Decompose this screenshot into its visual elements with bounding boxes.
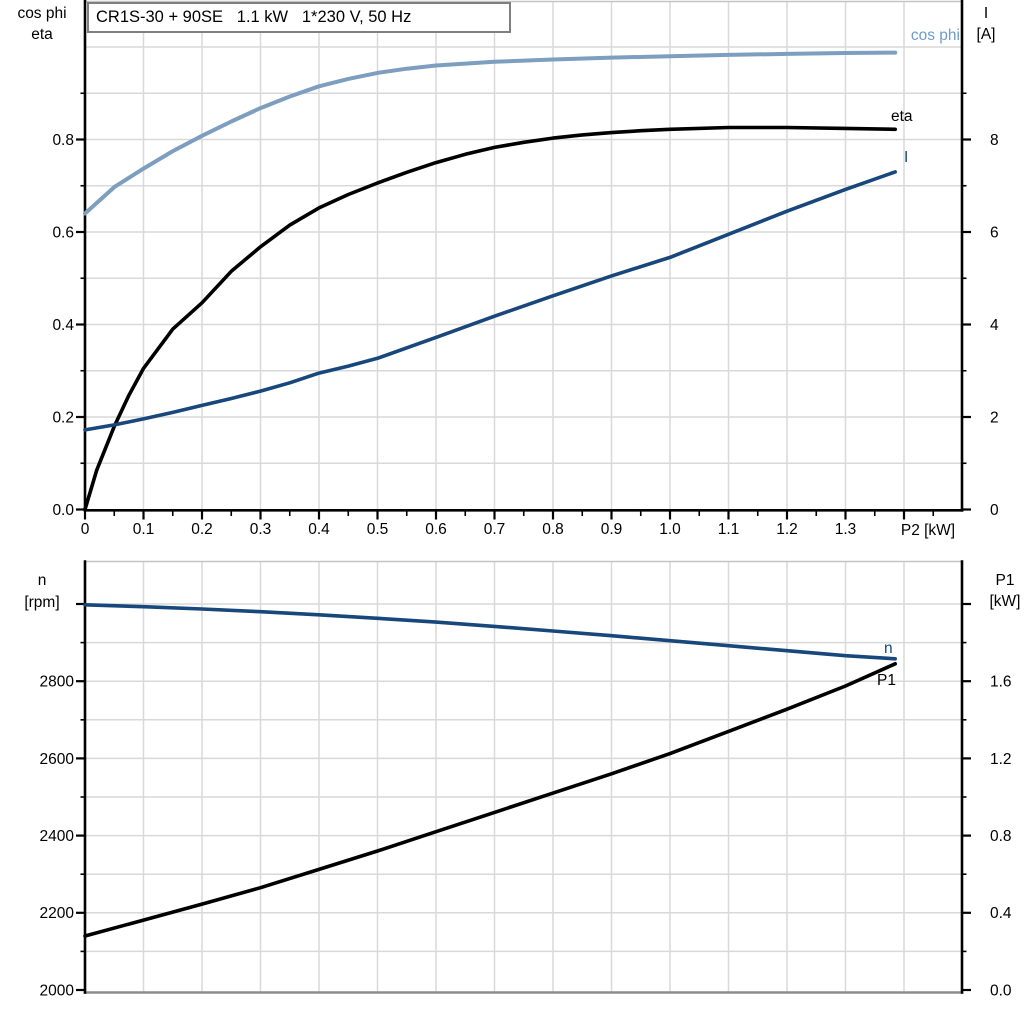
bottom-right-axis-title: P1 [kW]	[986, 570, 1024, 612]
eta-curve-label: eta	[891, 108, 913, 125]
x-axis-tick-label: 1.2	[776, 521, 798, 538]
speed-curve-label: n	[884, 640, 893, 657]
eta-curve	[83, 125, 897, 512]
x-axis-tick-label: 0	[81, 521, 90, 538]
current-curve-label: I	[904, 149, 909, 166]
x-axis-tick-label: 1.1	[718, 521, 740, 538]
x-axis-tick-label: 0.5	[367, 521, 389, 538]
top-right-tick-label: 2	[990, 409, 999, 426]
bottom-right-tick-label: 0.4	[990, 905, 1012, 922]
chart-title-box: CR1S-30 + 90SE 1.1 kW 1*230 V, 50 Hz	[87, 2, 511, 33]
x-axis-tick-label: 0.2	[191, 521, 213, 538]
p1-curve	[83, 662, 897, 938]
bottom-right-tick-label: 1.2	[990, 751, 1012, 768]
x-axis-tick-label: 0.9	[601, 521, 623, 538]
cos-phi-curve-label: cos phi	[910, 27, 960, 44]
bottom-left-tick-label: 2200	[40, 905, 75, 922]
p1-curve-label: P1	[877, 672, 896, 689]
bottom-right-tick-label: 0.8	[990, 828, 1012, 845]
bottom-right-tick-label: 1.6	[990, 674, 1012, 691]
top-right-tick-label: 8	[990, 132, 999, 149]
right-axis-label-current: I	[983, 5, 989, 22]
x-axis-tick-label: 0.4	[308, 521, 330, 538]
left-axis-label-cos-phi: cos phi	[17, 5, 67, 22]
x-axis-tick-label: 0.1	[133, 521, 155, 538]
top-right-tick-label: 6	[990, 224, 999, 241]
top-right-axis-title: I [A]	[962, 3, 1010, 45]
power-axis-unit-kw: [kW]	[989, 593, 1021, 610]
x-axis-tick-label: 1.3	[835, 521, 857, 538]
bottom-left-tick-label: 2400	[40, 828, 75, 845]
x-axis-tick-label: 0.3	[250, 521, 272, 538]
speed-axis-label: n	[37, 572, 47, 589]
x-axis-title: P2 [kW]	[900, 522, 956, 539]
current-curve	[83, 170, 897, 432]
speed-axis-unit-rpm: [rpm]	[24, 594, 60, 611]
x-axis-tick-label: 0.7	[484, 521, 506, 538]
x-axis-tick-label: 0.8	[542, 521, 564, 538]
left-axis-label-eta: eta	[31, 26, 53, 43]
bottom-left-tick-label: 2600	[40, 751, 75, 768]
bottom-left-axis-title: n [rpm]	[0, 570, 84, 614]
right-axis-unit-ampere: [A]	[976, 26, 996, 43]
bottom-left-tick-label: 2000	[40, 982, 75, 999]
bottom-left-tick-label: 2800	[40, 674, 75, 691]
top-right-tick-label: 0	[990, 502, 999, 519]
x-axis-tick-label: 1.0	[659, 521, 681, 538]
bottom-right-tick-label: 0.0	[990, 982, 1012, 999]
top-left-tick-label: 0.0	[52, 502, 74, 519]
top-left-tick-label: 0.8	[52, 132, 74, 149]
top-left-tick-label: 0.6	[52, 224, 74, 241]
top-right-tick-label: 4	[990, 317, 999, 334]
speed-curve	[83, 603, 897, 661]
cos-phi-curve	[83, 50, 898, 216]
x-axis-tick-label: 0.6	[425, 521, 447, 538]
power-axis-label-p1: P1	[995, 572, 1015, 589]
top-left-tick-label: 0.4	[52, 317, 74, 334]
top-left-tick-label: 0.2	[52, 409, 74, 426]
chart-title: CR1S-30 + 90SE 1.1 kW 1*230 V, 50 Hz	[96, 8, 412, 26]
top-left-axis-title: cos phi eta	[0, 3, 84, 45]
